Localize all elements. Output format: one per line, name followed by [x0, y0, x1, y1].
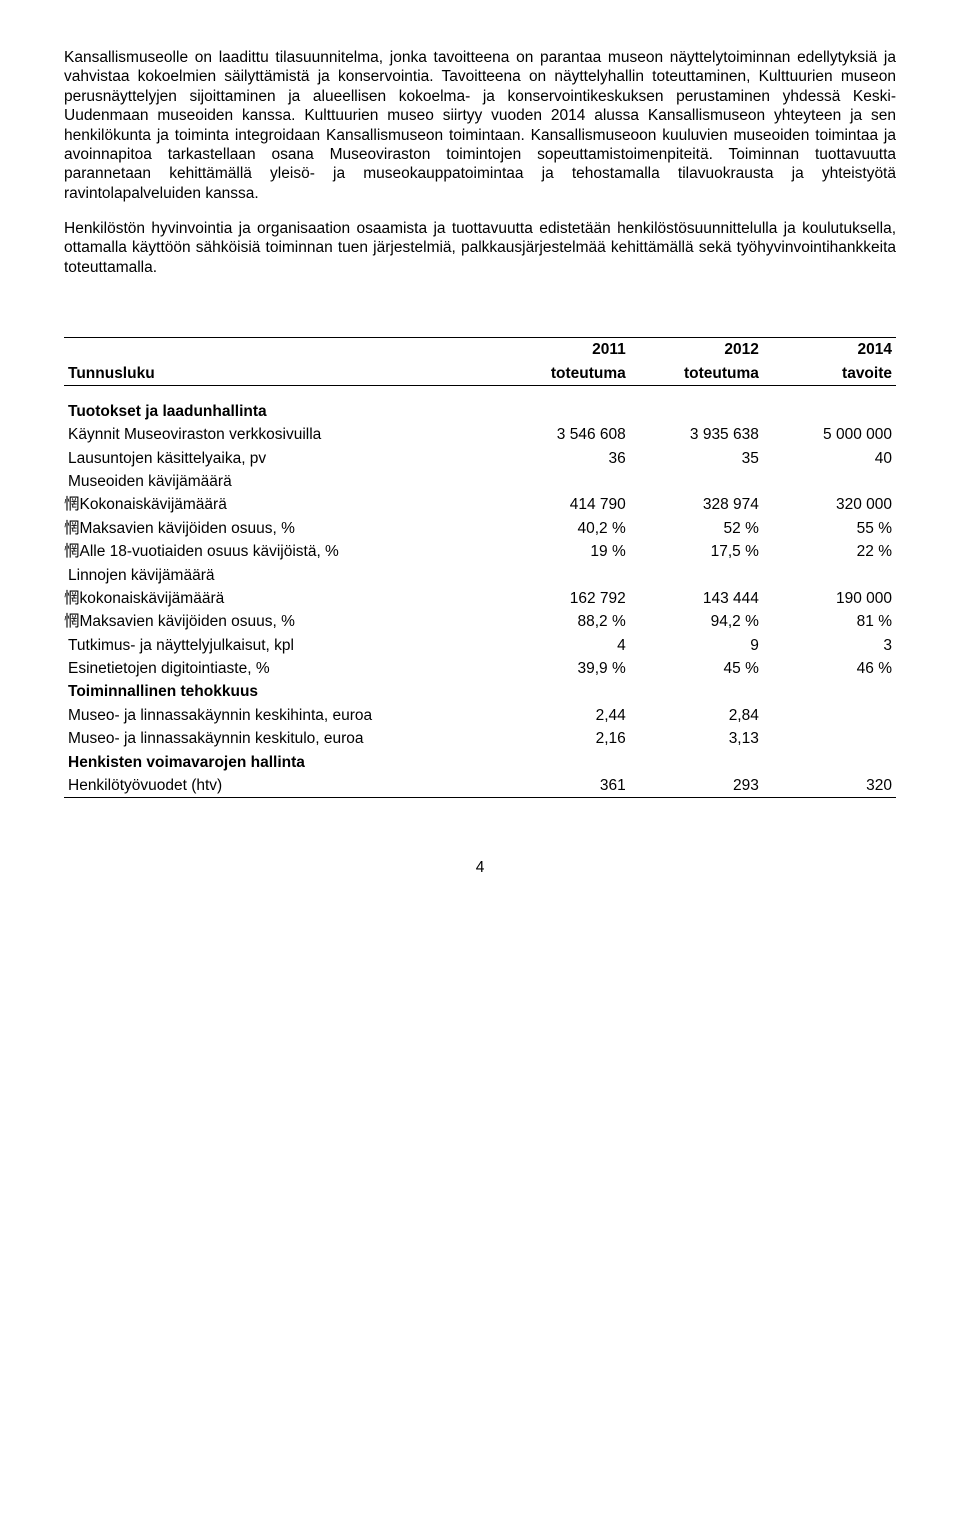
- table-row: Käynnit Museoviraston verkkosivuilla 3 5…: [64, 423, 896, 446]
- cell: 3,13: [630, 727, 763, 750]
- row-label: 惘Kokonaiskävijämäärä: [64, 493, 497, 516]
- cell: 39,9 %: [497, 657, 630, 680]
- cell: 361: [497, 774, 630, 798]
- row-label: 惘Maksavien kävijöiden osuus, %: [64, 517, 497, 540]
- cell: 5 000 000: [763, 423, 896, 446]
- table-row: Lausuntojen käsittelyaika, pv 36 35 40: [64, 447, 896, 470]
- paragraph-1: Kansallismuseolle on laadittu tilasuunni…: [64, 48, 896, 203]
- th-2011-top: 2011: [497, 338, 630, 362]
- table-row: Esinetietojen digitointiaste, % 39,9 % 4…: [64, 657, 896, 680]
- row-label: Museo- ja linnassakäynnin keskitulo, eur…: [64, 727, 497, 750]
- indicators-table: 2011 2012 2014 Tunnusluku toteutuma tote…: [64, 337, 896, 798]
- table-row: Tutkimus- ja näyttelyjulkaisut, kpl 4 9 …: [64, 634, 896, 657]
- row-label: Linnojen kävijämäärä: [64, 564, 497, 587]
- cell: 40: [763, 447, 896, 470]
- table-row: Linnojen kävijämäärä: [64, 564, 896, 587]
- cell: 143 444: [630, 587, 763, 610]
- th-2014-top: 2014: [763, 338, 896, 362]
- cell: 40,2 %: [497, 517, 630, 540]
- cell: 36: [497, 447, 630, 470]
- row-label: 惘kokonaiskävijämäärä: [64, 587, 497, 610]
- cell: 35: [630, 447, 763, 470]
- row-label: 惘Maksavien kävijöiden osuus, %: [64, 610, 497, 633]
- cell: 3 546 608: [497, 423, 630, 446]
- table-row: 惘kokonaiskävijämäärä 162 792 143 444 190…: [64, 587, 896, 610]
- cell: [630, 470, 763, 493]
- data-table-wrapper: 2011 2012 2014 Tunnusluku toteutuma tote…: [64, 337, 896, 798]
- section-3: Henkisten voimavarojen hallinta: [64, 751, 497, 774]
- row-label: Museo- ja linnassakäynnin keskihinta, eu…: [64, 704, 497, 727]
- row-label: 惘Alle 18-vuotiaiden osuus kävijöistä, %: [64, 540, 497, 563]
- th-2012-top: 2012: [630, 338, 763, 362]
- cell: 190 000: [763, 587, 896, 610]
- table-row: Museo- ja linnassakäynnin keskihinta, eu…: [64, 704, 896, 727]
- cell: 328 974: [630, 493, 763, 516]
- table-row: 惘Maksavien kävijöiden osuus, % 40,2 % 52…: [64, 517, 896, 540]
- cell: 81 %: [763, 610, 896, 633]
- cell: 52 %: [630, 517, 763, 540]
- cell: 414 790: [497, 493, 630, 516]
- th-2012-bot: toteutuma: [630, 362, 763, 386]
- cell: 94,2 %: [630, 610, 763, 633]
- table-row: Henkilötyövuodet (htv) 361 293 320: [64, 774, 896, 798]
- cell: [763, 704, 896, 727]
- cell: 2,16: [497, 727, 630, 750]
- cell: [763, 564, 896, 587]
- cell: 9: [630, 634, 763, 657]
- cell: 88,2 %: [497, 610, 630, 633]
- cell: 320 000: [763, 493, 896, 516]
- paragraph-2: Henkilöstön hyvinvointia ja organisaatio…: [64, 219, 896, 277]
- row-label: Käynnit Museoviraston verkkosivuilla: [64, 423, 497, 446]
- cell: 293: [630, 774, 763, 798]
- cell: [763, 727, 896, 750]
- cell: 17,5 %: [630, 540, 763, 563]
- row-label: Esinetietojen digitointiaste, %: [64, 657, 497, 680]
- cell: [497, 564, 630, 587]
- cell: 2,44: [497, 704, 630, 727]
- table-row: 惘Kokonaiskävijämäärä 414 790 328 974 320…: [64, 493, 896, 516]
- cell: [630, 564, 763, 587]
- cell: 45 %: [630, 657, 763, 680]
- cell: 22 %: [763, 540, 896, 563]
- row-label: Henkilötyövuodet (htv): [64, 774, 497, 798]
- cell: 46 %: [763, 657, 896, 680]
- cell: 3 935 638: [630, 423, 763, 446]
- section-1: Tuotokset ja laadunhallinta: [64, 400, 497, 423]
- cell: [763, 470, 896, 493]
- section-2: Toiminnallinen tehokkuus: [64, 680, 497, 703]
- cell: 3: [763, 634, 896, 657]
- cell: 162 792: [497, 587, 630, 610]
- cell: 19 %: [497, 540, 630, 563]
- table-row: 惘Alle 18-vuotiaiden osuus kävijöistä, % …: [64, 540, 896, 563]
- th-2011-bot: toteutuma: [497, 362, 630, 386]
- cell: 55 %: [763, 517, 896, 540]
- cell: 320: [763, 774, 896, 798]
- table-row: Museoiden kävijämäärä: [64, 470, 896, 493]
- cell: 4: [497, 634, 630, 657]
- cell: [497, 470, 630, 493]
- th-2014-bot: tavoite: [763, 362, 896, 386]
- row-label: Lausuntojen käsittelyaika, pv: [64, 447, 497, 470]
- row-label: Tutkimus- ja näyttelyjulkaisut, kpl: [64, 634, 497, 657]
- row-label: Museoiden kävijämäärä: [64, 470, 497, 493]
- th-tunnusluku: Tunnusluku: [64, 362, 497, 386]
- cell: 2,84: [630, 704, 763, 727]
- table-row: 惘Maksavien kävijöiden osuus, % 88,2 % 94…: [64, 610, 896, 633]
- th-empty: [64, 338, 497, 362]
- table-row: Museo- ja linnassakäynnin keskitulo, eur…: [64, 727, 896, 750]
- page-number: 4: [64, 858, 896, 877]
